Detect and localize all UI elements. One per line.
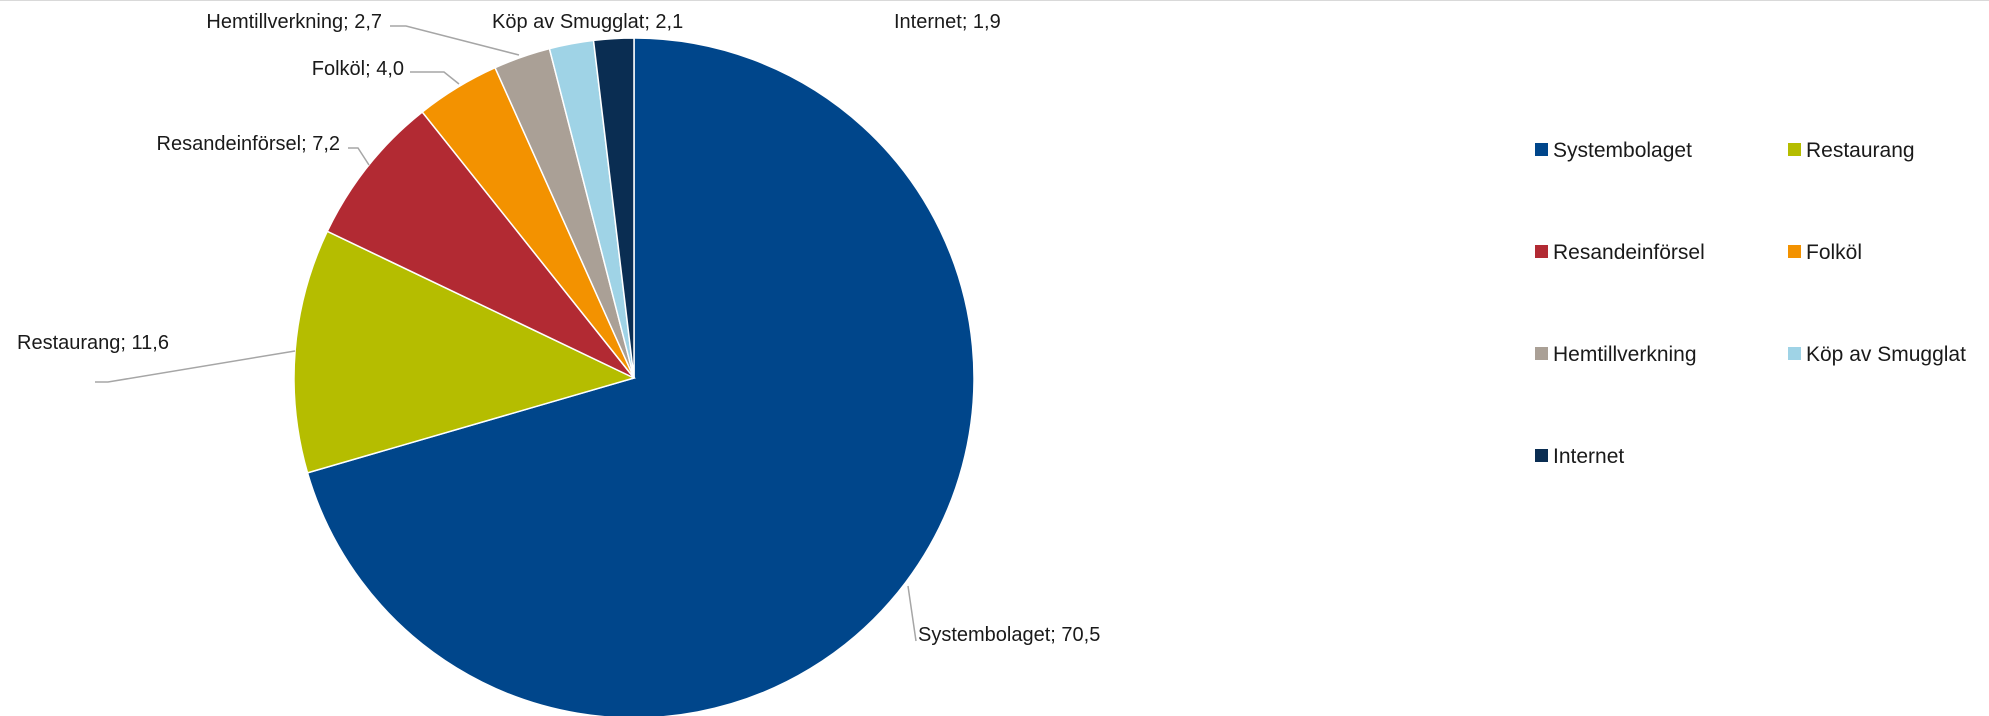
legend-item-internet: Internet — [1535, 445, 1624, 468]
legend-label-systembolaget: Systembolaget — [1553, 139, 1692, 162]
legend-label-restaurang: Restaurang — [1806, 139, 1915, 162]
legend-item-systembolaget: Systembolaget — [1535, 139, 1692, 162]
legend-swatch-folkol — [1788, 245, 1801, 258]
data-label-kop-av-smugglat: Köp av Smugglat; 2,1 — [492, 11, 683, 33]
legend-swatch-kop-av-smugglat — [1788, 347, 1801, 360]
leader-line-restaurang — [95, 350, 296, 383]
data-label-internet: Internet; 1,9 — [894, 11, 1001, 33]
data-label-systembolaget: Systembolaget; 70,5 — [918, 624, 1100, 646]
leader-line-hemtillverkning — [390, 25, 520, 56]
legend-item-resandeinforsel: Resandeinförsel — [1535, 241, 1705, 264]
legend-label-internet: Internet — [1553, 445, 1624, 468]
data-label-resandeinforsel: Resandeinförsel; 7,2 — [157, 133, 340, 155]
legend-swatch-systembolaget — [1535, 143, 1548, 156]
data-label-hemtillverkning: Hemtillverkning; 2,7 — [206, 11, 382, 33]
leader-line-folkol — [410, 71, 460, 85]
legend-item-hemtillverkning: Hemtillverkning — [1535, 343, 1697, 366]
legend-label-hemtillverkning: Hemtillverkning — [1553, 343, 1697, 366]
legend-swatch-resandeinforsel — [1535, 245, 1548, 258]
pie-slice-resandeinforsel — [326, 110, 635, 379]
legend-item-folkol: Folköl — [1788, 241, 1862, 264]
legend-swatch-hemtillverkning — [1535, 347, 1548, 360]
data-label-restaurang: Restaurang; 11,6 — [17, 332, 169, 354]
legend-label-folkol: Folköl — [1806, 241, 1862, 264]
legend-item-kop-av-smugglat: Köp av Smugglat — [1788, 343, 1966, 366]
legend-swatch-restaurang — [1788, 143, 1801, 156]
legend-item-restaurang: Restaurang — [1788, 139, 1915, 162]
legend-label-kop-av-smugglat: Köp av Smugglat — [1806, 343, 1966, 366]
legend-swatch-internet — [1535, 449, 1548, 462]
pie-slice-restaurang — [293, 230, 637, 474]
legend-label-resandeinforsel: Resandeinförsel — [1553, 241, 1705, 264]
leader-line-resandeinforsel — [348, 147, 370, 166]
pie-slice-systembolaget — [306, 37, 975, 716]
pie-slice-internet — [592, 37, 635, 379]
data-label-folkol: Folköl; 4,0 — [312, 58, 404, 80]
leader-line-systembolaget — [907, 585, 917, 642]
